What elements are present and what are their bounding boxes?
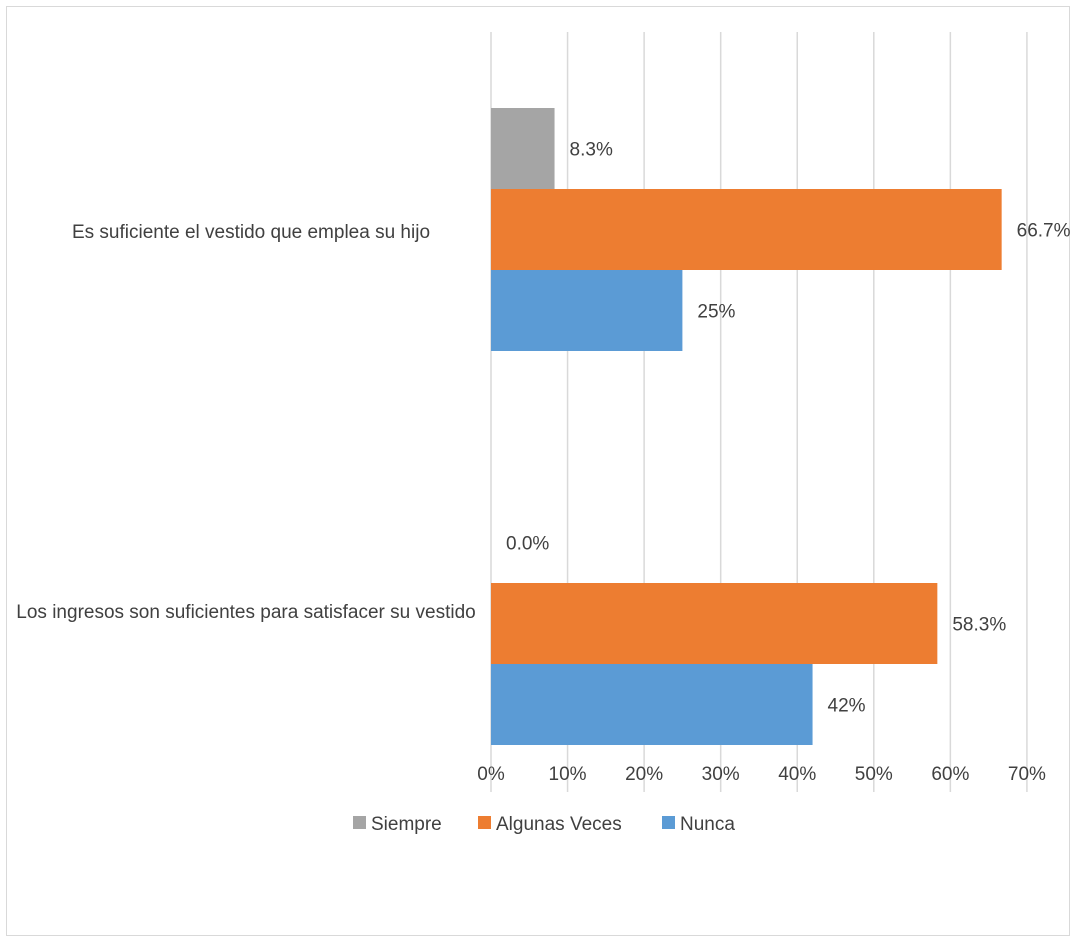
bar-siempre	[491, 108, 555, 189]
x-tick-label: 20%	[625, 764, 663, 785]
category-label-2: Los ingresos son suficientes para satisf…	[16, 602, 475, 623]
data-label-siempre: 8.3%	[570, 140, 613, 161]
data-label-nunca: 25%	[697, 302, 735, 323]
legend-swatch-nunca	[662, 816, 675, 829]
legend-label-algunas-veces: Algunas Veces	[496, 814, 622, 835]
x-tick-label: 60%	[931, 764, 969, 785]
x-tick-label: 10%	[549, 764, 587, 785]
bar-nunca	[491, 664, 813, 745]
bars	[491, 108, 1002, 745]
legend-swatch-algunas-veces	[478, 816, 491, 829]
x-tick-label: 0%	[477, 764, 505, 785]
bar-algunas-veces	[491, 583, 938, 664]
legend: Siempre Algunas Veces Nunca	[353, 814, 735, 835]
data-label-algunas-veces: 66.7%	[1017, 221, 1071, 242]
data-label-siempre: 0.0%	[506, 534, 549, 555]
x-tick-label: 70%	[1008, 764, 1046, 785]
bar-nunca	[491, 270, 683, 351]
data-label-algunas-veces: 58.3%	[952, 615, 1006, 636]
data-labels: 8.3% 66.7% 25% 0.0% 58.3% 42%	[506, 140, 1071, 717]
legend-label-siempre: Siempre	[371, 814, 442, 835]
data-label-nunca: 42%	[828, 696, 866, 717]
bar-algunas-veces	[491, 189, 1002, 270]
category-label-1: Es suficiente el vestido que emplea su h…	[72, 222, 430, 243]
x-tick-label: 40%	[778, 764, 816, 785]
legend-label-nunca: Nunca	[680, 814, 735, 835]
x-tick-label: 50%	[855, 764, 893, 785]
x-tick-label: 30%	[702, 764, 740, 785]
x-axis-ticks: 0% 10% 20% 30% 40% 50% 60% 70%	[477, 764, 1046, 785]
legend-swatch-siempre	[353, 816, 366, 829]
